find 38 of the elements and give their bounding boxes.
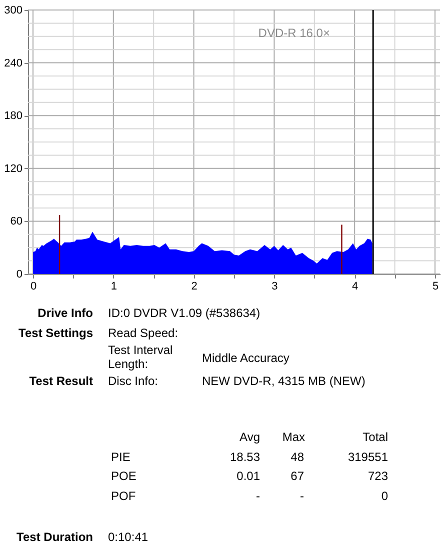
text: NEW DVD-R, 4315 MB (NEW): [202, 374, 366, 388]
y-tick-label: 300: [4, 4, 22, 16]
y-tick-label: 60: [10, 216, 22, 228]
x-tick-label: 0: [30, 280, 37, 292]
text: Max: [282, 430, 305, 444]
text: Middle Accuracy: [202, 351, 290, 365]
x-tick-label: 5: [432, 280, 439, 292]
text: Test Result: [29, 374, 93, 388]
text: 0.01: [236, 469, 260, 483]
x-tick-label: 3: [272, 280, 278, 292]
text: 48: [290, 450, 304, 464]
x-tick-label: 1: [110, 280, 117, 292]
text: -: [256, 489, 260, 503]
text: 67: [290, 469, 304, 483]
text: Total: [362, 430, 388, 444]
text: Test Duration: [16, 530, 93, 544]
text: Test Interval Length:: [108, 343, 174, 371]
text: 319551: [348, 450, 388, 464]
text: PIE: [111, 450, 130, 464]
text: POE: [111, 469, 136, 483]
y-tick-label: 240: [4, 57, 22, 70]
text: Disc Info:: [108, 374, 158, 388]
x-tick-label: 2: [191, 280, 198, 292]
x-tick-label: 4: [352, 280, 358, 292]
text: Avg: [240, 430, 260, 444]
text: 723: [368, 469, 388, 483]
y-tick-label: 120: [4, 162, 22, 175]
text: Test Settings: [18, 326, 93, 340]
text: 18.53: [230, 450, 260, 464]
y-tick-label: 0: [16, 268, 22, 280]
text: 0:10:41: [108, 530, 148, 544]
text: 0: [381, 489, 388, 503]
text: -: [300, 489, 304, 503]
y-tick-label: 180: [4, 110, 22, 122]
text: ID:0 DVDR V1.09 (#538634): [108, 306, 260, 320]
text: POF: [111, 489, 136, 503]
text: Drive Info: [38, 306, 93, 320]
text: Read Speed:: [108, 326, 178, 340]
